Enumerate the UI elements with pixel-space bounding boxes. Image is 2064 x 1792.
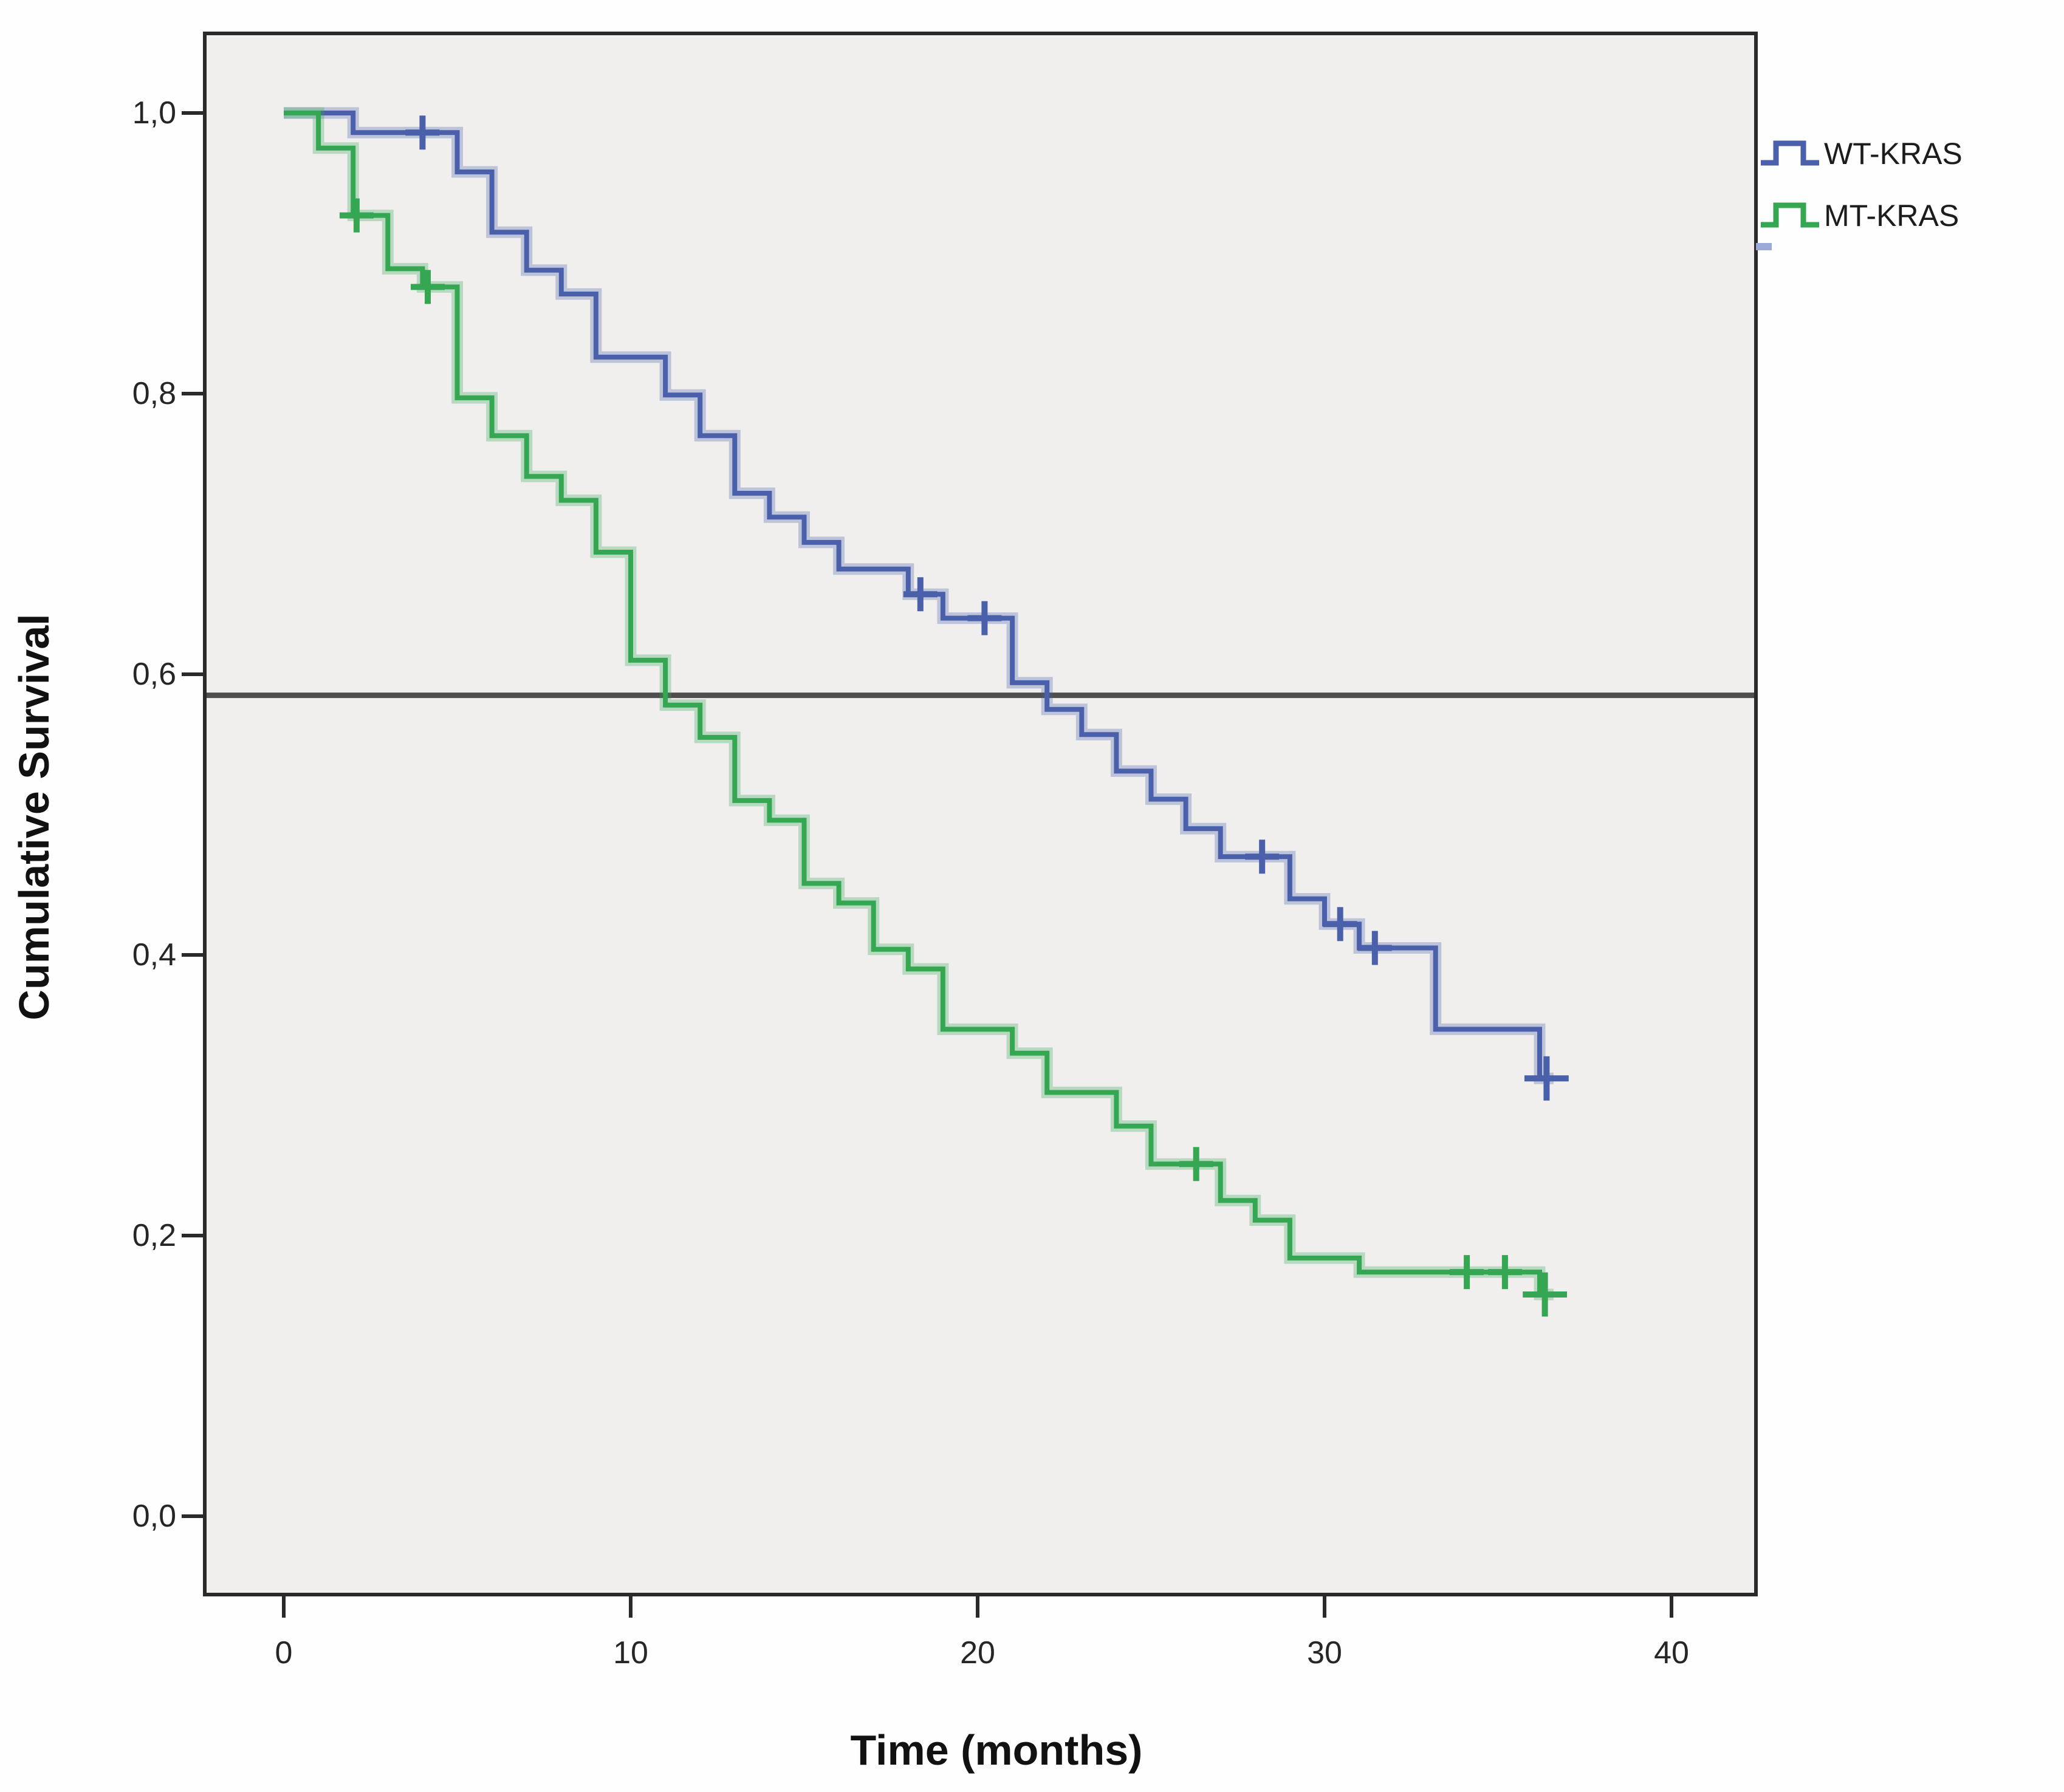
curve-1 [284,111,1554,1297]
y-tick-label: 0,4 [132,937,176,973]
censors-1 [339,198,1567,1317]
y-tick-label: 1,0 [132,95,176,131]
legend-label-wt-kras: WT-KRAS [1824,137,1963,171]
x-tick-label: 0 [275,1635,293,1671]
legend-label-mt-kras: MT-KRAS [1824,199,1959,233]
censors-0 [405,115,1569,1101]
x-tick-label: 10 [613,1635,648,1671]
legend-line-wt-kras [1761,140,1819,166]
x-axis-ticks [282,1595,1673,1618]
plot-frame [203,32,1758,1596]
x-tick-label: 30 [1307,1635,1342,1671]
legend-line-mt-kras [1761,202,1819,228]
y-tick-label: 0,2 [132,1218,176,1253]
y-tick-label: 0,0 [132,1499,176,1534]
y-tick-label: 0,8 [132,376,176,411]
x-tick-label: 40 [1654,1635,1689,1671]
x-axis-title: Time (months) [851,1726,1143,1774]
legend: WT-KRAS MT-KRAS [1756,137,1963,250]
y-tick-label: 0,6 [132,657,176,692]
x-tick-label: 20 [960,1635,995,1671]
y-axis-title: Cumulative Survival [10,614,58,1020]
plot-area [205,33,1756,1595]
y-axis-ticks [182,111,205,1518]
